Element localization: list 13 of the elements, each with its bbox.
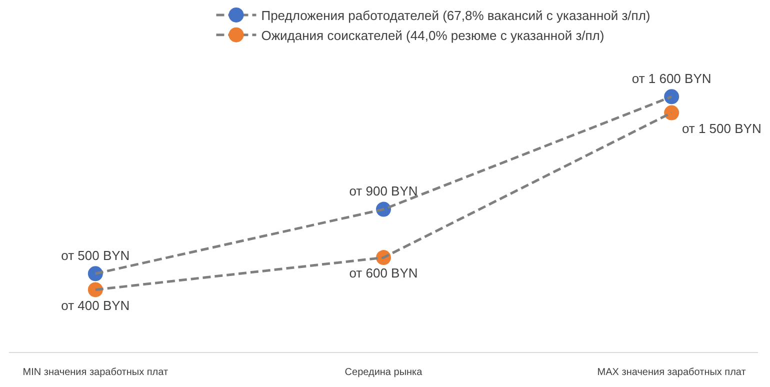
data-label: от 900 BYN [349, 184, 418, 199]
point [664, 105, 680, 120]
data-label: от 600 BYN [349, 266, 418, 281]
x-tick-label: MIN значения заработных плат [22, 367, 168, 378]
legend-label: Предложения работодателей (67,8% вакансий с указанной з/пл) [261, 8, 650, 24]
data-label: от 1 600 BYN [632, 71, 712, 86]
x-tick-label: Середина рынка [344, 367, 423, 378]
x-tick-label: MAX значения заработных плат [597, 367, 746, 378]
legend-label: Ожидания соискателей (44,0% резюме с указанной з/пл) [261, 28, 604, 43]
data-label: от 500 BYN [61, 248, 130, 264]
data-label: от 1 500 BYN [682, 120, 762, 136]
data-label: от 400 BYN [61, 298, 130, 313]
point [664, 89, 680, 104]
